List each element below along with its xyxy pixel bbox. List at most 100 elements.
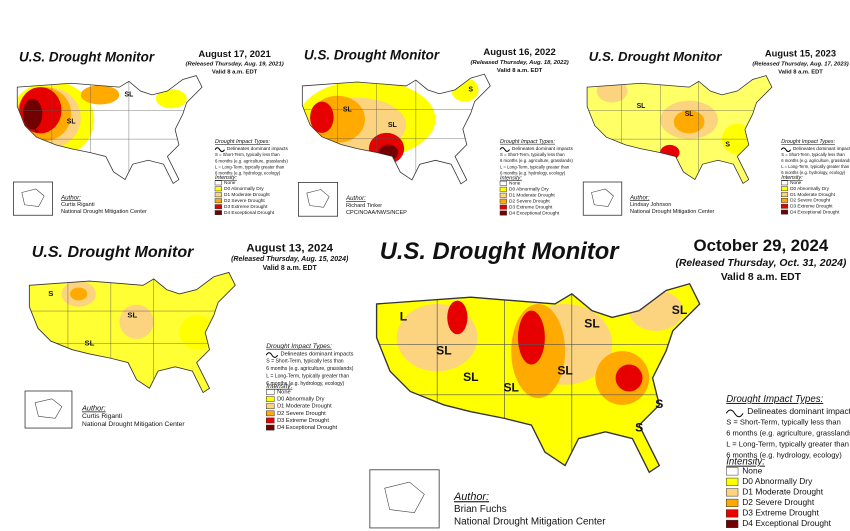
legend-label: D3 Extreme Drought: [790, 203, 833, 208]
released-date: (Released Thursday, Aug. 15, 2024): [231, 256, 349, 263]
drought-area: [517, 310, 545, 365]
impact-label: SL: [584, 316, 600, 330]
author-name: CPC/NOAA/NWS/NCEP: [346, 210, 407, 216]
map-date: August 15, 2023: [765, 49, 836, 59]
impact-type: S = Short-Term, typically less than: [500, 152, 565, 157]
legend-label: D1 Moderate Drought: [277, 404, 332, 410]
author-name: National Drought Mitigation Center: [61, 209, 147, 215]
impact-label: S: [468, 87, 473, 94]
impact-type: Delineates dominant impacts: [280, 351, 353, 357]
impact-type: 6 months (e.g. hydrology, ecology): [726, 450, 842, 459]
legend-label: D0 Abnormally Dry: [742, 476, 813, 486]
legend-label: D2 Severe Drought: [790, 198, 831, 203]
impact-type: 6 months (e.g. agriculture, grasslands): [781, 158, 850, 163]
impact-label: SL: [84, 338, 94, 347]
impact-label: S: [655, 397, 663, 411]
legend-label: D4 Exceptional Drought: [509, 210, 560, 216]
legend-swatch: [726, 519, 739, 528]
map-date: August 16, 2022: [483, 47, 555, 58]
legend-swatch: [726, 498, 739, 507]
legend-label: D1 Moderate Drought: [742, 487, 824, 497]
impact-type: 6 months (e.g. hydrology, ecology): [215, 171, 281, 176]
us-border: [16, 75, 203, 184]
author-label: Author:: [629, 195, 650, 201]
drought-map-panel: U.S. Drought Monitor August 15, 2023 (Rele…: [575, 42, 850, 217]
legend-label: None: [224, 180, 236, 186]
alaska-shape: [384, 481, 425, 513]
impact-label: S: [725, 142, 730, 149]
legend-label: D2 Severe Drought: [277, 411, 326, 417]
us-border: [28, 271, 236, 394]
legend-label: D0 Abnormally Dry: [790, 186, 829, 191]
legend-swatch: [499, 192, 507, 198]
impact-type: L = Long-Term, typically greater than: [781, 164, 850, 169]
map-date: August 17, 2021: [198, 49, 271, 60]
legend-swatch: [781, 192, 789, 197]
alaska-shape: [306, 189, 330, 208]
intensity-title: Intensity:: [215, 175, 237, 181]
impact-label: SL: [127, 310, 137, 319]
impact-label: SL: [436, 343, 452, 357]
impact-type: L = Long-Term, typically greater than: [266, 374, 349, 380]
legend-swatch: [266, 417, 275, 424]
impact-types-title: Drought Impact Types:: [266, 343, 332, 350]
impact-type: Delineates dominant impacts: [793, 146, 850, 151]
legend-label: None: [790, 180, 802, 185]
author-name: Curtis Riganti: [82, 413, 123, 420]
legend-swatch: [214, 198, 222, 204]
legend-swatch: [214, 192, 222, 198]
impact-label: SL: [343, 106, 353, 113]
author-name: Curtis Riganti: [61, 202, 95, 208]
legend-label: D2 Severe Drought: [224, 198, 265, 204]
impact-label: S: [635, 421, 643, 435]
impact-label: SL: [672, 303, 688, 317]
legend-label: D3 Extreme Drought: [277, 418, 329, 424]
impact-types-title: Drought Impact Types:: [781, 139, 835, 145]
author-name: National Drought Mitigation Center: [630, 209, 715, 215]
legend-label: D0 Abnormally Dry: [277, 397, 325, 403]
impact-type: Delineates dominant impacts: [747, 406, 850, 416]
alaska-shape: [591, 188, 614, 207]
legend-swatch: [726, 477, 739, 486]
legend-swatch: [266, 403, 275, 410]
drought-area: [615, 364, 643, 392]
impact-type: L = Long-Term, typically greater than: [726, 439, 849, 448]
drought-area: [80, 85, 120, 105]
legend-label: D1 Moderate Drought: [224, 192, 270, 198]
impact-type: 6 months (e.g. hydrology, ecology): [781, 170, 846, 175]
released-date: (Released Thursday, Oct. 31, 2024): [675, 258, 846, 269]
legend-label: None: [277, 389, 291, 395]
map-title: U.S. Drought Monitor: [304, 48, 440, 63]
legend-label: D4 Exceptional Drought: [742, 518, 831, 528]
intensity-title: Intensity:: [726, 457, 765, 468]
legend-swatch: [781, 209, 789, 215]
author-name: National Drought Mitigation Center: [454, 516, 606, 527]
impact-type: 6 months (e.g. agriculture, grasslands): [266, 366, 353, 372]
legend-label: D0 Abnormally Dry: [509, 186, 549, 192]
impact-type: 6 months (e.g. agriculture, grasslands): [215, 158, 288, 163]
valid-time: Valid 8 a.m. EDT: [212, 69, 258, 75]
legend-label: D4 Exceptional Drought: [277, 425, 337, 431]
intensity-title: Intensity:: [266, 383, 292, 390]
impact-line-symbol: [214, 147, 225, 153]
author-label: Author:: [81, 404, 106, 413]
legend-label: D3 Extreme Drought: [224, 204, 268, 210]
impact-label: SL: [463, 370, 479, 384]
author-name: Richard Tinker: [346, 203, 382, 209]
drought-area: [70, 287, 88, 301]
legend-swatch: [726, 467, 739, 476]
map-date: August 13, 2024: [246, 243, 333, 255]
drought-area: [23, 98, 43, 130]
impact-type: Delineates dominant impacts: [227, 146, 289, 152]
impact-type: L = Long-Term, typically greater than: [215, 164, 285, 169]
map-title: U.S. Drought Monitor: [32, 243, 194, 261]
valid-time: Valid 8 a.m. EDT: [721, 272, 802, 283]
drought-area: [155, 89, 187, 109]
valid-time: Valid 8 a.m. EDT: [497, 68, 543, 74]
us-border: [375, 282, 701, 474]
impact-types-title: Drought Impact Types:: [500, 139, 555, 145]
impact-type: S = Short-Term, typically less than: [726, 418, 841, 427]
author-label: Author:: [60, 194, 81, 201]
impact-label: SL: [557, 363, 573, 377]
